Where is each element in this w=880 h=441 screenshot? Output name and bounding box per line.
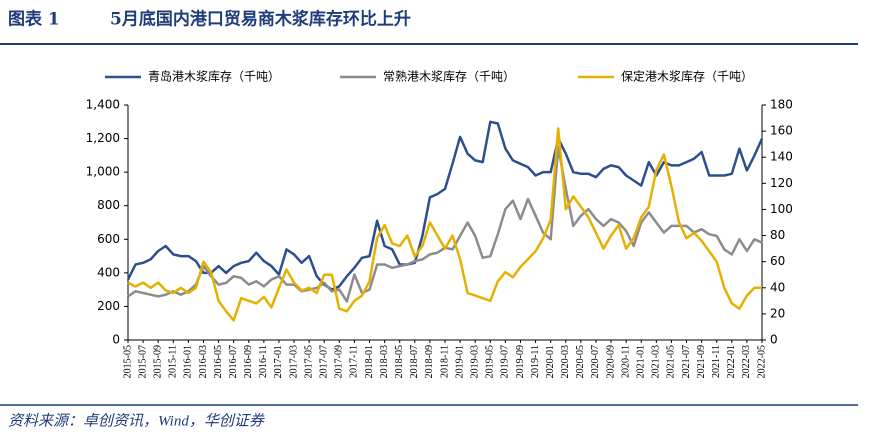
- legend-label: 保定港木浆库存（千吨）: [621, 69, 753, 84]
- x-tick-label: 2022-01: [726, 345, 737, 378]
- y-tick-label: 600: [97, 232, 120, 246]
- y-tick-label: 200: [97, 299, 120, 313]
- x-tick-label: 2022-05: [756, 345, 767, 378]
- figure-label: 图表 1: [8, 9, 60, 30]
- x-tick-label: 2021-07: [681, 345, 692, 378]
- y-tick-label: 1,200: [86, 131, 120, 145]
- x-tick-label: 2021-03: [651, 345, 662, 378]
- x-tick-label: 2016-03: [198, 345, 209, 378]
- legend-label: 常熟港木浆库存（千吨）: [383, 69, 515, 84]
- x-tick-label: 2016-05: [213, 345, 224, 378]
- legend-label: 青岛港木浆库存（千吨）: [148, 69, 280, 84]
- x-tick-label: 2020-11: [620, 345, 631, 378]
- x-tick-label: 2018-11: [439, 345, 450, 378]
- x-tick-label: 2017-07: [319, 345, 330, 378]
- y-tick-label: 1,000: [86, 165, 120, 179]
- x-tick-label: 2015-07: [137, 345, 148, 378]
- series-line: [126, 120, 764, 291]
- y2-tick-label: 140: [770, 150, 793, 164]
- source-note: 资料来源：卓创资讯，Wind，华创证券: [8, 412, 265, 429]
- x-tick-label: 2021-11: [711, 345, 722, 378]
- x-tick-label: 2021-01: [636, 345, 647, 378]
- x-tick-label: 2017-05: [303, 345, 314, 378]
- x-tick-label: 2018-09: [424, 345, 435, 378]
- x-tick-label: 2016-01: [183, 345, 194, 378]
- y2-tick-label: 100: [770, 202, 793, 216]
- x-tick-label: 2016-07: [228, 345, 239, 378]
- x-tick-label: 2021-05: [666, 345, 677, 378]
- x-tick-label: 2017-03: [288, 345, 299, 378]
- y2-tick-label: 0: [770, 333, 778, 347]
- chart-title: 5月底国内港口贸易商木浆库存环比上升: [110, 9, 411, 30]
- x-tick-label: 2015-09: [152, 345, 163, 378]
- y-tick-label: 0: [112, 333, 120, 347]
- x-tick-label: 2019-05: [485, 345, 496, 378]
- x-tick-label: 2016-11: [258, 345, 269, 378]
- x-tick-label: 2020-05: [575, 345, 586, 378]
- y2-tick-label: 60: [770, 254, 785, 268]
- y2-tick-label: 20: [770, 306, 785, 320]
- x-tick-label: 2019-01: [454, 345, 465, 378]
- y2-tick-label: 180: [770, 98, 793, 112]
- y-tick-label: 400: [97, 265, 120, 279]
- x-tick-label: 2017-01: [273, 345, 284, 378]
- x-tick-label: 2017-09: [334, 345, 345, 378]
- x-tick-label: 2019-07: [500, 345, 511, 378]
- x-tick-label: 2018-07: [409, 345, 420, 378]
- x-tick-label: 2015-05: [122, 345, 133, 378]
- x-tick-label: 2017-11: [349, 345, 360, 378]
- y2-tick-label: 120: [770, 176, 793, 190]
- x-tick-label: 2020-09: [605, 345, 616, 378]
- y2-tick-label: 160: [770, 124, 793, 138]
- series-line: [127, 127, 762, 322]
- x-tick-label: 2020-01: [545, 345, 556, 378]
- x-tick-label: 2019-09: [515, 345, 526, 378]
- y2-tick-label: 40: [770, 280, 785, 294]
- x-tick-label: 2021-09: [696, 345, 707, 378]
- x-tick-label: 2018-01: [364, 345, 375, 378]
- x-tick-label: 2018-05: [394, 345, 405, 378]
- y-tick-label: 1,400: [86, 98, 120, 112]
- x-tick-label: 2019-03: [469, 345, 480, 378]
- x-tick-label: 2016-09: [243, 345, 254, 378]
- y-tick-label: 800: [97, 198, 120, 212]
- y2-tick-label: 80: [770, 228, 785, 242]
- x-tick-label: 2020-03: [560, 345, 571, 378]
- x-tick-label: 2020-07: [590, 345, 601, 378]
- x-tick-label: 2019-11: [530, 345, 541, 378]
- x-tick-label: 2022-03: [741, 345, 752, 378]
- x-tick-label: 2018-03: [379, 345, 390, 378]
- x-tick-label: 2015-11: [168, 345, 179, 378]
